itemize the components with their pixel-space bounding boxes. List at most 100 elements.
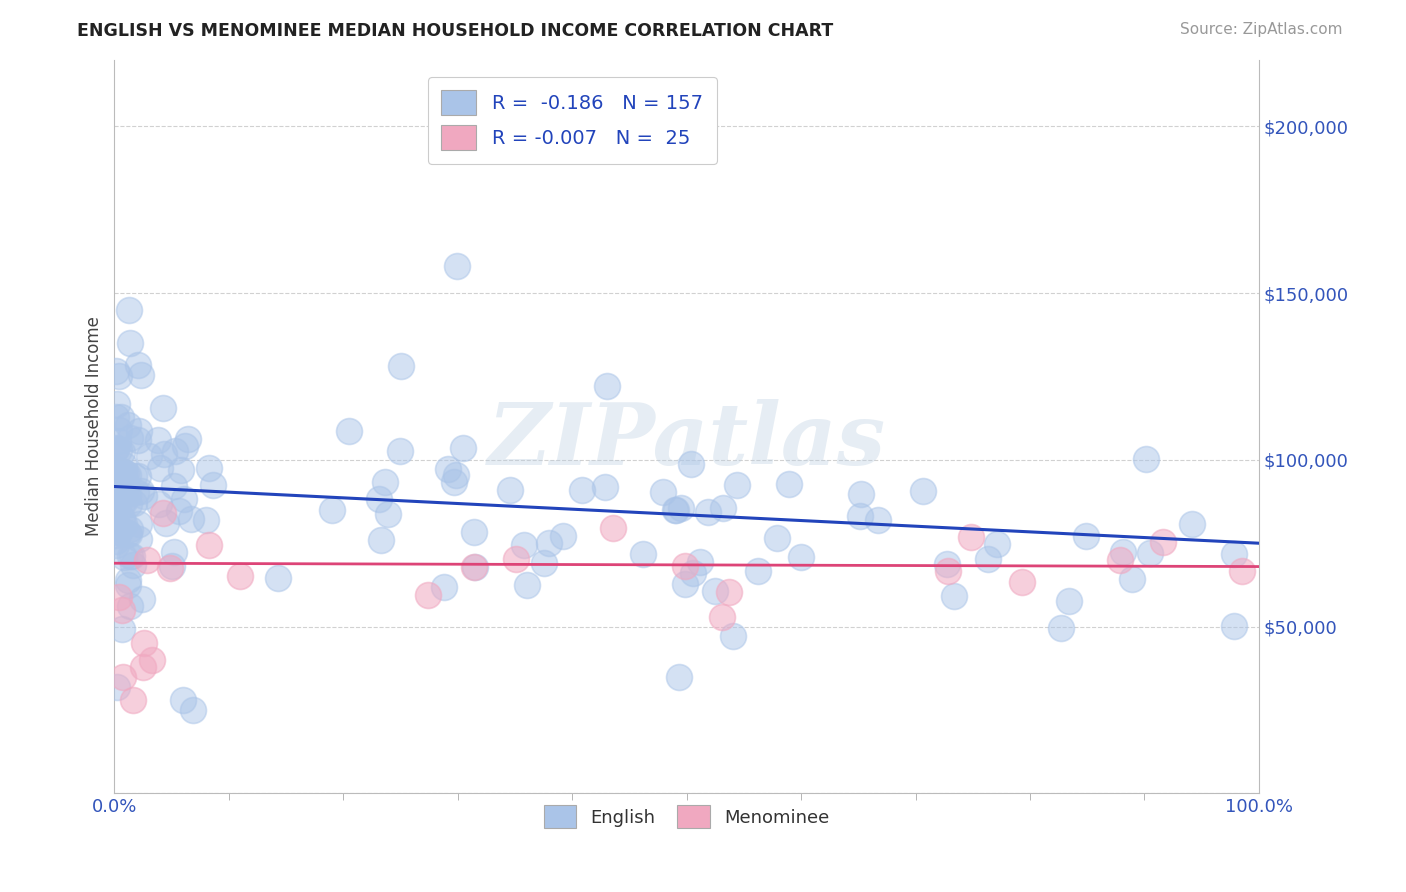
Point	[790, 550, 813, 565]
Point	[104, 496, 127, 510]
Point	[1152, 535, 1174, 549]
Point	[104, 363, 127, 377]
Text: ENGLISH VS MENOMINEE MEDIAN HOUSEHOLD INCOME CORRELATION CHART: ENGLISH VS MENOMINEE MEDIAN HOUSEHOLD IN…	[77, 22, 834, 40]
Point	[538, 535, 561, 549]
Point	[128, 425, 150, 439]
Point	[118, 527, 141, 541]
Point	[132, 636, 155, 650]
Point	[108, 423, 131, 437]
Point	[321, 502, 343, 516]
Point	[464, 560, 486, 574]
Point	[181, 703, 204, 717]
Point	[152, 447, 174, 461]
Point	[498, 483, 520, 497]
Point	[198, 538, 221, 552]
Point	[124, 496, 146, 510]
Point	[711, 501, 734, 516]
Point	[118, 431, 141, 445]
Point	[108, 525, 131, 540]
Point	[112, 517, 135, 532]
Point	[602, 521, 624, 535]
Point	[374, 475, 396, 490]
Point	[778, 476, 800, 491]
Point	[201, 478, 224, 492]
Point	[703, 583, 725, 598]
Point	[128, 532, 150, 546]
Point	[107, 434, 129, 449]
Point	[105, 680, 128, 694]
Point	[718, 584, 741, 599]
Point	[129, 368, 152, 382]
Point	[1181, 516, 1204, 531]
Point	[114, 474, 136, 488]
Point	[451, 441, 474, 455]
Point	[377, 507, 399, 521]
Point	[132, 489, 155, 503]
Point	[138, 449, 160, 463]
Point	[849, 509, 872, 524]
Point	[118, 497, 141, 511]
Point	[446, 467, 468, 482]
Point	[108, 491, 131, 505]
Point	[1050, 621, 1073, 635]
Point	[516, 578, 538, 592]
Point	[127, 359, 149, 373]
Point	[111, 465, 134, 479]
Point	[936, 564, 959, 578]
Point	[170, 463, 193, 477]
Point	[163, 478, 186, 492]
Point	[631, 547, 654, 561]
Point	[1108, 553, 1130, 567]
Point	[105, 521, 128, 535]
Point	[160, 559, 183, 574]
Point	[104, 442, 127, 456]
Point	[104, 468, 127, 483]
Point	[571, 483, 593, 498]
Point	[104, 501, 127, 516]
Point	[533, 556, 555, 570]
Point	[174, 439, 197, 453]
Point	[167, 504, 190, 518]
Point	[112, 495, 135, 509]
Point	[111, 445, 134, 459]
Point	[152, 401, 174, 415]
Point	[118, 523, 141, 537]
Point	[710, 609, 733, 624]
Point	[105, 462, 128, 476]
Point	[115, 477, 138, 491]
Point	[107, 483, 129, 498]
Point	[1121, 572, 1143, 586]
Point	[112, 549, 135, 564]
Point	[721, 629, 744, 643]
Point	[104, 533, 127, 548]
Point	[104, 537, 127, 551]
Point	[942, 590, 965, 604]
Point	[194, 512, 217, 526]
Point	[117, 467, 139, 482]
Point	[135, 553, 157, 567]
Point	[122, 693, 145, 707]
Point	[868, 512, 890, 526]
Point	[388, 444, 411, 458]
Point	[117, 417, 139, 432]
Point	[121, 549, 143, 564]
Point	[436, 461, 458, 475]
Point	[198, 461, 221, 475]
Point	[668, 670, 690, 684]
Point	[1139, 546, 1161, 560]
Point	[960, 530, 983, 544]
Point	[665, 503, 688, 517]
Point	[104, 500, 127, 514]
Point	[977, 552, 1000, 566]
Point	[443, 475, 465, 489]
Point	[163, 545, 186, 559]
Point	[1057, 594, 1080, 608]
Point	[389, 359, 412, 374]
Point	[104, 527, 127, 541]
Point	[1232, 564, 1254, 578]
Point	[551, 529, 574, 543]
Point	[108, 591, 131, 605]
Point	[114, 482, 136, 496]
Point	[765, 531, 787, 545]
Point	[912, 483, 935, 498]
